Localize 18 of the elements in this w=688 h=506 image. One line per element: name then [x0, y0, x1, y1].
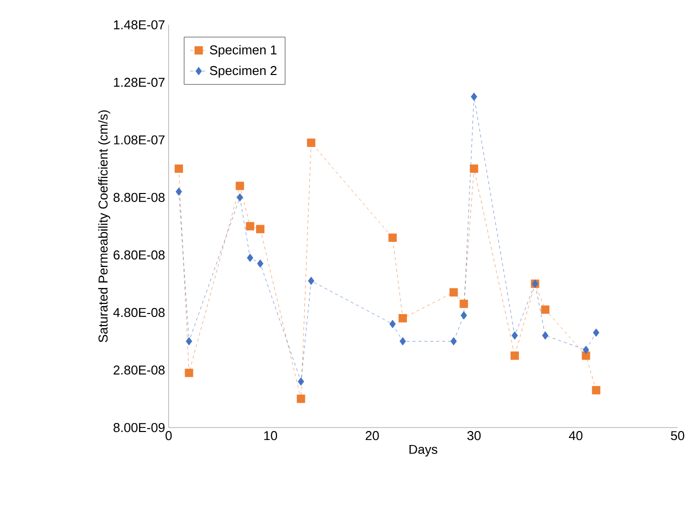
legend-label: Specimen 2	[210, 66, 276, 78]
y-tick-label: 8.00E-09	[114, 423, 165, 432]
y-tick-label: 6.80E-08	[114, 250, 165, 260]
x-tick-label: 20	[366, 431, 379, 440]
x-tick-label: 50	[670, 431, 684, 440]
y-tick-label: 8.80E-08	[114, 192, 165, 202]
y-tick-label: 1.28E-07	[114, 78, 164, 87]
y-tick-label: 4.80E-08	[113, 308, 165, 318]
x-tick-label: 30	[467, 431, 481, 440]
x-tick-label: 40	[568, 431, 582, 440]
y-tick-label: 1.48E-07	[114, 20, 164, 30]
y-tick-label: 2.80E-08	[114, 366, 165, 375]
x-axis-title: Days	[410, 444, 438, 456]
y-tick-label: 1.08E-07	[114, 135, 164, 144]
x-tick-label: 10	[264, 431, 278, 440]
legend-label: Specimen 1	[210, 45, 277, 58]
x-tick-label: 0	[166, 431, 172, 440]
y-axis-title: Saturated Permeability Coefficient (cm/s)	[98, 110, 110, 342]
